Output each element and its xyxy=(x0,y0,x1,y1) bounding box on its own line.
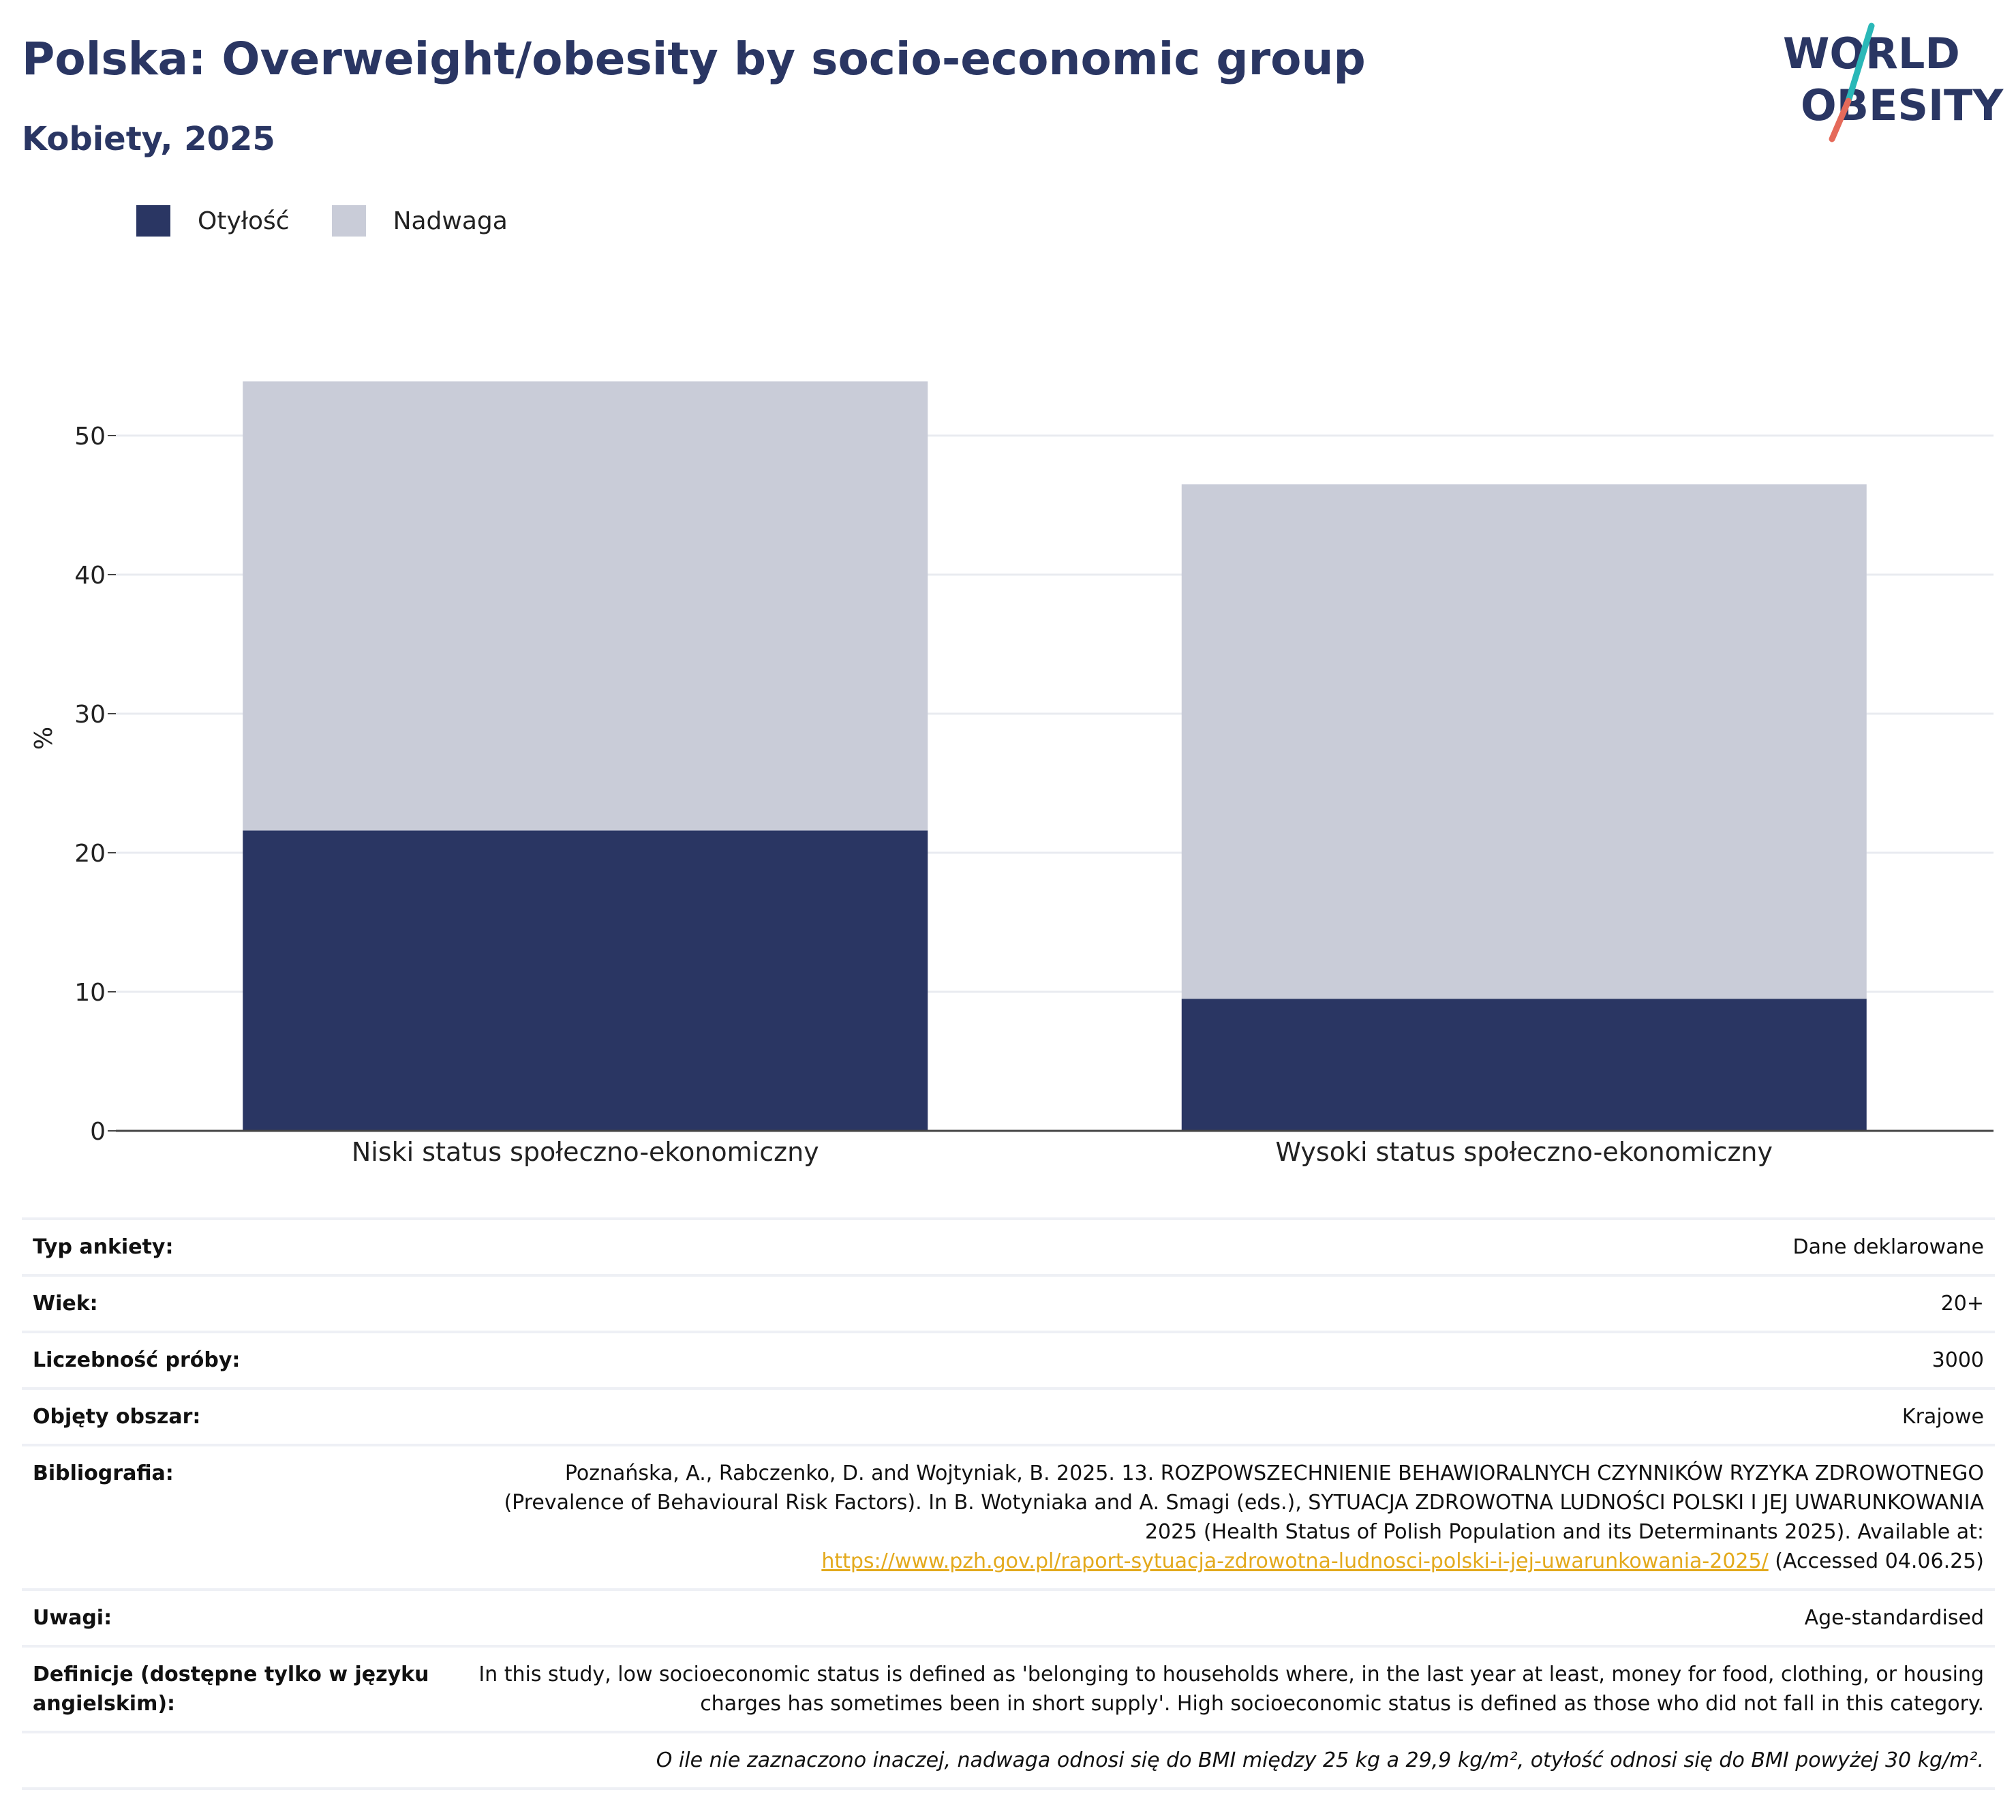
legend-item-obesity[interactable]: Otyłość xyxy=(136,205,290,237)
footnote: O ile nie zaznaczono inaczej, nadwaga od… xyxy=(22,1731,1995,1790)
info-row-survey-type: Typ ankiety: Dane deklarowane xyxy=(22,1217,1995,1275)
bar-segment-obesity xyxy=(243,830,928,1131)
info-key: Definicje (dostępne tylko w języku angie… xyxy=(22,1645,466,1732)
info-table: Typ ankiety: Dane deklarowane Wiek: 20+ … xyxy=(22,1217,1995,1790)
bibliography-text: Poznańska, A., Rabczenko, D. and Wojtyni… xyxy=(504,1461,1984,1544)
info-key: Objęty obszar: xyxy=(22,1387,466,1445)
legend-label-overweight: Nadwaga xyxy=(393,207,508,235)
y-tick-label: 30 xyxy=(74,701,106,729)
info-key: Liczebność próby: xyxy=(22,1331,466,1389)
info-value: Krajowe xyxy=(466,1387,1995,1445)
info-row-definitions: Definicje (dostępne tylko w języku angie… xyxy=(22,1645,1995,1732)
info-value: Age-standardised xyxy=(466,1588,1995,1646)
logo-line1: WORLD xyxy=(1783,29,1960,78)
bibliography-accessed: (Accessed 04.06.25) xyxy=(1775,1549,1984,1573)
y-axis-label: % xyxy=(30,727,58,750)
info-value: Poznańska, A., Rabczenko, D. and Wojtyni… xyxy=(466,1444,1995,1590)
chart-title: Polska: Overweight/obesity by socio-econ… xyxy=(22,33,1366,85)
bar-chart: 0 10 20 30 40 50% Niski status społeczno-ekono… xyxy=(30,381,1994,1167)
info-value: Dane deklarowane xyxy=(466,1217,1995,1275)
legend-item-overweight[interactable]: Nadwaga xyxy=(331,205,508,237)
y-tick-label: 20 xyxy=(74,840,106,868)
bibliography-link[interactable]: https://www.pzh.gov.pl/raport-sytuacja-z… xyxy=(821,1549,1769,1573)
x-category-label: Wysoki status społeczno-ekonomiczny xyxy=(1276,1137,1773,1167)
info-row-notes: Uwagi: Age-standardised xyxy=(22,1588,1995,1646)
y-tick-label: 0 xyxy=(90,1118,106,1146)
info-row-area: Objęty obszar: Krajowe xyxy=(22,1387,1995,1445)
info-key: Wiek: xyxy=(22,1274,466,1332)
info-value: 20+ xyxy=(466,1274,1995,1332)
info-value: 3000 xyxy=(466,1331,1995,1389)
info-row-footnote: O ile nie zaznaczono inaczej, nadwaga od… xyxy=(22,1731,1995,1790)
world-obesity-logo: WORLD OBESITY xyxy=(1783,22,2004,142)
bar-segment-overweight xyxy=(243,381,928,831)
y-tick-label: 40 xyxy=(74,562,106,590)
y-tick-label: 10 xyxy=(74,979,106,1007)
info-key: Bibliografia: xyxy=(22,1444,466,1590)
info-row-age: Wiek: 20+ xyxy=(22,1274,1995,1332)
legend-swatch-obesity xyxy=(136,205,170,237)
info-row-bibliography: Bibliografia: Poznańska, A., Rabczenko, … xyxy=(22,1444,1995,1590)
info-key: Uwagi: xyxy=(22,1588,466,1646)
legend-swatch-overweight xyxy=(331,205,366,237)
logo-line2: OBESITY xyxy=(1801,80,2004,130)
info-value: In this study, low socioeconomic status … xyxy=(466,1645,1995,1732)
info-row-sample-size: Liczebność próby: 3000 xyxy=(22,1331,1995,1389)
bar-segment-overweight xyxy=(1181,484,1867,999)
info-key: Typ ankiety: xyxy=(22,1217,466,1275)
bar-segment-obesity xyxy=(1181,999,1867,1131)
x-category-label: Niski status społeczno-ekonomiczny xyxy=(352,1137,819,1167)
legend-label-obesity: Otyłość xyxy=(198,207,290,235)
chart-legend: Otyłość Nadwaga xyxy=(136,203,550,239)
y-tick-label: 50 xyxy=(74,423,106,451)
chart-subtitle: Kobiety, 2025 xyxy=(22,120,275,158)
